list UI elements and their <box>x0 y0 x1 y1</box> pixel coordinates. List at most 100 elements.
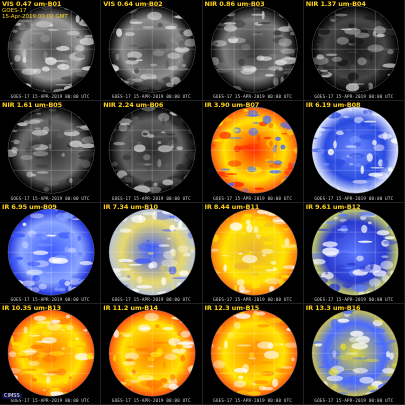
cloud-feature <box>184 379 196 383</box>
cloud-feature <box>365 290 371 295</box>
cloud-feature <box>369 53 373 61</box>
cloud-feature <box>113 77 124 84</box>
cloud-feature <box>64 280 71 286</box>
earth-disk-image <box>311 5 399 93</box>
cloud-feature <box>311 252 320 259</box>
cloud-feature <box>272 146 277 153</box>
cloud-feature <box>66 31 80 36</box>
cloud-feature <box>25 291 34 294</box>
cloud-feature <box>381 274 390 282</box>
cloud-feature <box>180 354 186 362</box>
cloud-feature <box>311 392 326 396</box>
cloud-feature <box>214 68 229 73</box>
cloud-feature <box>327 149 334 156</box>
panel-timestamp: GOES-17 15-APR-2019 00:00 UTC <box>111 195 191 201</box>
panel-timestamp: GOES-17 15-APR-2019 00:00 UTC <box>111 398 191 403</box>
cloud-feature <box>355 255 364 261</box>
cloud-feature <box>285 219 292 223</box>
cloud-feature <box>127 51 143 59</box>
cloud-feature <box>129 21 143 25</box>
cloud-feature <box>254 216 266 219</box>
cloud-feature <box>210 110 221 117</box>
cloud-feature <box>245 218 250 225</box>
cloud-feature <box>147 364 155 368</box>
cloud-feature <box>78 278 95 286</box>
cloud-feature <box>291 163 297 167</box>
cloud-feature <box>271 341 282 349</box>
cloud-feature <box>82 385 89 391</box>
cloud-feature <box>152 210 158 220</box>
cloud-feature <box>223 24 237 32</box>
cloud-feature <box>172 284 176 291</box>
cloud-feature <box>75 337 79 340</box>
cloud-feature <box>41 336 57 344</box>
cloud-feature <box>360 26 371 30</box>
cloud-feature <box>210 233 219 242</box>
cloud-feature <box>370 327 385 334</box>
cloud-feature <box>79 12 84 18</box>
cloud-feature <box>76 36 80 39</box>
cloud-feature <box>156 348 164 356</box>
cloud-feature <box>286 57 297 60</box>
cloud-feature <box>63 379 68 384</box>
cloud-feature <box>77 235 82 241</box>
cloud-feature <box>348 38 363 46</box>
cloud-feature <box>339 78 353 85</box>
cloud-feature <box>30 233 48 236</box>
cloud-feature <box>17 122 28 127</box>
cloud-feature <box>348 107 352 112</box>
cloud-feature <box>83 232 89 236</box>
panel-timestamp: GOES-17 15-APR-2019 00:00 UTC <box>314 195 394 201</box>
cloud-feature <box>138 46 153 51</box>
cloud-feature <box>152 82 163 91</box>
cloud-feature <box>268 285 274 292</box>
disk-outline <box>210 309 297 397</box>
cloud-feature <box>36 320 53 324</box>
cloud-feature <box>34 175 49 182</box>
cloud-feature <box>272 160 283 166</box>
cloud-feature <box>263 222 274 228</box>
cloud-feature <box>268 170 281 174</box>
cloud-feature <box>210 289 218 295</box>
cloud-feature <box>311 273 323 277</box>
cloud-feature <box>75 125 91 129</box>
cloud-feature <box>177 244 190 252</box>
cloud-feature <box>153 50 165 57</box>
cloud-feature <box>126 345 136 348</box>
cloud-feature <box>210 248 219 251</box>
cloud-feature <box>280 311 284 314</box>
cloud-feature <box>119 267 132 271</box>
cloud-feature <box>81 18 95 22</box>
cloud-feature <box>212 139 223 142</box>
cloud-feature <box>31 144 49 151</box>
cloud-feature <box>352 367 368 374</box>
cloud-feature <box>182 42 187 49</box>
cloud-feature <box>46 375 51 384</box>
cloud-feature <box>125 358 135 362</box>
cloud-feature <box>80 160 91 169</box>
band-panel: NIR 1.61 um-B05 GOES-17 15-APR-2019 00:00… <box>0 101 102 203</box>
cloud-feature <box>21 350 38 352</box>
cloud-feature <box>379 85 389 91</box>
cloud-feature <box>69 52 86 61</box>
cloud-feature <box>367 221 372 224</box>
disk-outline <box>7 5 95 93</box>
cloud-feature <box>281 227 289 231</box>
cloud-feature <box>311 88 318 93</box>
cloud-feature <box>317 75 330 78</box>
band-label: IR 8.44 um-B11 <box>204 202 260 211</box>
cloud-feature <box>137 374 154 381</box>
cloud-feature <box>109 8 123 13</box>
cloud-feature <box>133 185 151 194</box>
cloud-feature <box>60 76 74 81</box>
cloud-feature <box>233 379 246 388</box>
cloud-feature <box>163 360 167 369</box>
cloud-feature <box>380 375 397 382</box>
disk-outline <box>210 208 297 295</box>
cloud-feature <box>250 13 264 16</box>
cloud-feature <box>323 220 337 224</box>
cloud-feature <box>259 360 274 364</box>
cloud-feature <box>230 85 242 93</box>
cloud-feature <box>83 328 88 332</box>
cloud-feature <box>183 252 191 257</box>
